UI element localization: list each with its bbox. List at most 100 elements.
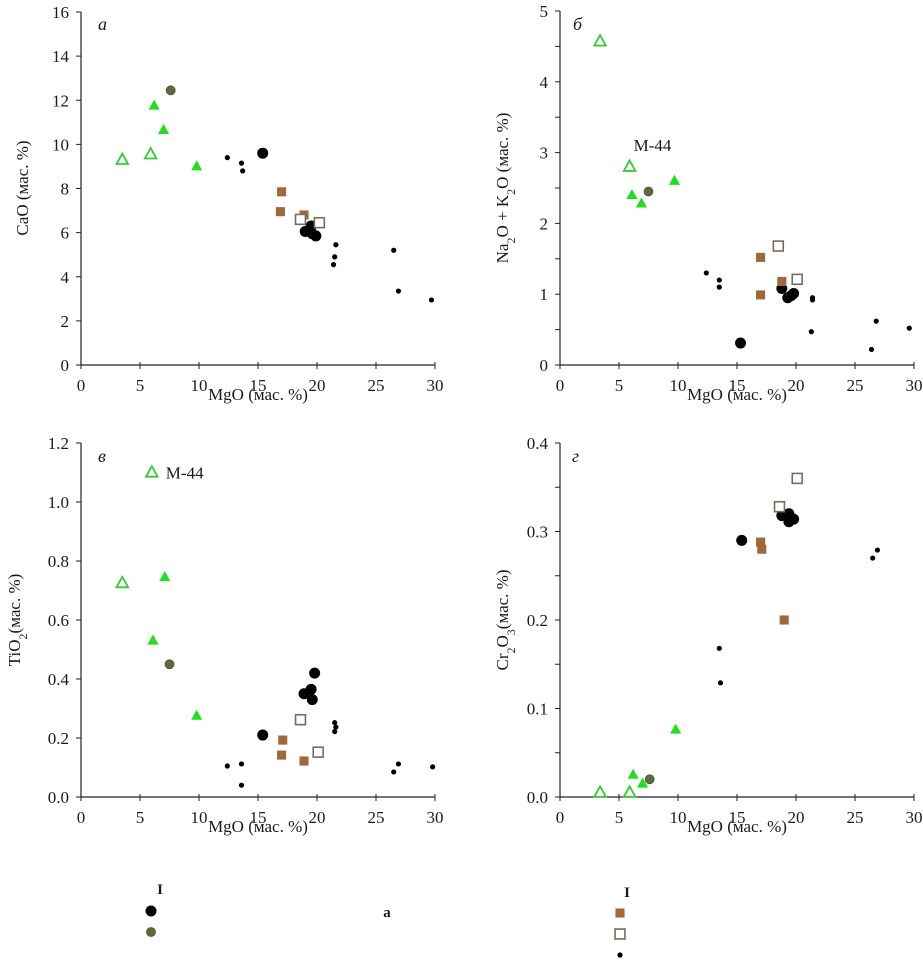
marker-olive_dot xyxy=(164,659,175,670)
marker-small_dot xyxy=(330,262,337,268)
y-tick-label: 1 xyxy=(540,285,549,304)
x-tick-label: 20 xyxy=(788,808,805,827)
y-tick-label: 1.0 xyxy=(48,493,69,512)
y-tick-label: 4 xyxy=(61,268,70,287)
x-tick-label: 10 xyxy=(670,376,687,395)
marker-small_dot xyxy=(868,346,875,353)
y-tick-label: 0.4 xyxy=(48,670,70,689)
y-tick-label: 6 xyxy=(61,224,70,243)
x-tick-label: 10 xyxy=(191,808,208,827)
marker-small_dot xyxy=(333,724,339,730)
marker-green_tri_open xyxy=(143,146,158,160)
x-tick-label: 20 xyxy=(309,808,326,827)
y-tick-label: 0 xyxy=(540,356,549,375)
series-olive_dot xyxy=(165,85,176,96)
panel-letter: г xyxy=(572,446,579,466)
marker-small_dot xyxy=(716,645,722,651)
panel-letter: б xyxy=(573,14,583,34)
marker-brown_sq_open xyxy=(294,713,307,726)
marker-brown_sq_filled xyxy=(779,615,789,625)
y-tick-label: 3 xyxy=(540,144,549,163)
x-tick-label: 0 xyxy=(77,376,86,395)
legend-item xyxy=(617,952,623,958)
panel-letter: а xyxy=(98,14,107,34)
y-tick-label: 4 xyxy=(540,73,549,92)
marker-small_dot xyxy=(333,242,339,248)
series-black_dot_big xyxy=(257,147,322,242)
marker-green_tri_filled xyxy=(670,723,682,734)
marker-small_dot xyxy=(873,318,879,324)
marker-green_tri_filled xyxy=(158,123,170,134)
marker-green_tri_filled xyxy=(191,160,203,171)
marker-black_dot_big xyxy=(310,230,322,242)
marker-black_dot_big xyxy=(306,694,318,706)
legend-heading: I xyxy=(157,882,163,898)
x-tick-label: 20 xyxy=(788,376,805,395)
y-tick-label: 0.8 xyxy=(48,552,69,571)
series-brown_sq_open xyxy=(294,213,326,229)
marker-black_dot_big xyxy=(305,683,317,695)
marker-green_tri_filled xyxy=(148,99,160,110)
y-tick-label: 0.4 xyxy=(527,434,549,453)
x-tick-label: 5 xyxy=(136,808,145,827)
scatter-panel-3: 0 5 10 15 20 25 30 0.0 0.2 0.4 0.6 0.8 1.0 1.2 MgO (ма… xyxy=(5,434,444,836)
marker-green_tri_filled xyxy=(147,634,159,645)
marker-brown_sq_filled xyxy=(278,735,288,745)
marker-brown_sq_open xyxy=(791,472,803,485)
y-tick-label: 0.2 xyxy=(527,611,548,630)
marker-green_tri_filled xyxy=(637,777,649,788)
marker-olive_dot xyxy=(165,85,176,96)
x-tick-label: 5 xyxy=(615,376,624,395)
y-tick-label: 14 xyxy=(52,47,70,66)
x-tick-label: 25 xyxy=(847,808,864,827)
marker-small_dot xyxy=(809,297,816,303)
y-tick-label: 0.6 xyxy=(48,611,69,630)
x-tick-label: 15 xyxy=(729,808,746,827)
marker-green_tri_filled xyxy=(159,571,171,582)
marker-green_tri_filled xyxy=(668,174,681,185)
x-tick-label: 25 xyxy=(847,376,864,395)
series-brown_sq_filled xyxy=(756,537,789,625)
marker-green_tri_filled xyxy=(635,197,647,208)
y-tick-label: 5 xyxy=(540,2,549,21)
x-tick-label: 15 xyxy=(250,376,267,395)
marker-green_tri_open xyxy=(592,33,608,47)
marker-brown_sq_open xyxy=(772,240,785,252)
x-axis-title: MgO (мас. %) xyxy=(687,817,787,836)
marker-green_tri_filled xyxy=(627,768,639,779)
marker-small_dot xyxy=(238,160,245,166)
marker-small_dot xyxy=(391,769,397,775)
annotation-label: M-44 xyxy=(166,464,204,483)
x-axis-title: MgO (мас. %) xyxy=(687,385,787,404)
y-tick-label: 12 xyxy=(52,91,69,110)
marker-small_dot xyxy=(716,284,722,290)
y-tick-label: 0 xyxy=(61,356,70,375)
marker-small_dot xyxy=(717,680,724,686)
y-axis-title: Cr2O3(мас. %) xyxy=(493,570,518,671)
marker-black_dot_big xyxy=(735,337,747,349)
marker-small_dot xyxy=(906,325,912,331)
y-tick-label: 16 xyxy=(52,3,69,22)
marker-brown_sq_filled xyxy=(277,750,287,760)
series-brown_sq_open xyxy=(772,240,803,286)
marker-black_dot_big xyxy=(788,287,800,299)
marker-small_dot xyxy=(332,254,338,260)
marker-green_tri_open xyxy=(114,151,130,165)
marker-small_dot xyxy=(617,952,623,958)
series-brown_sq_open xyxy=(773,472,803,513)
x-tick-label: 5 xyxy=(615,808,624,827)
y-tick-label: 0.0 xyxy=(527,788,548,807)
marker-green_tri_filled xyxy=(191,709,203,720)
series-small_dot xyxy=(703,270,912,353)
marker-brown_sq_open xyxy=(773,500,786,513)
marker-black_dot_big xyxy=(309,667,321,679)
marker-small_dot xyxy=(240,168,246,174)
legend-heading: a xyxy=(383,905,391,921)
marker-black_dot_big xyxy=(145,905,157,917)
x-tick-label: 10 xyxy=(191,376,208,395)
series-black_dot_big xyxy=(735,283,800,349)
x-tick-label: 0 xyxy=(556,376,565,395)
x-tick-label: 15 xyxy=(250,808,267,827)
marker-small_dot xyxy=(716,277,722,283)
legend-heading: I xyxy=(624,885,630,901)
